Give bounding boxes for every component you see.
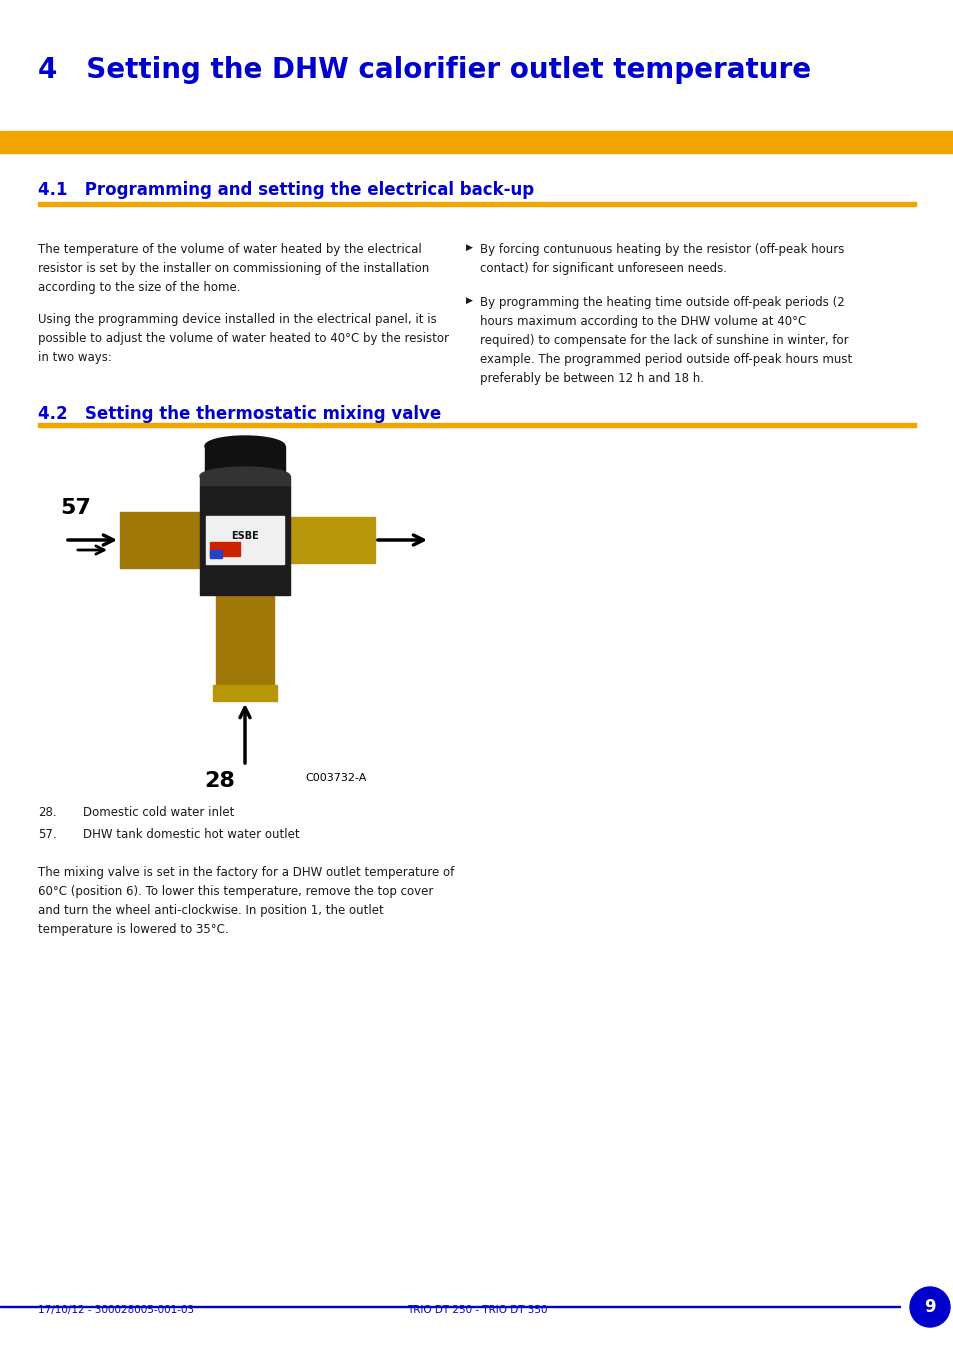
Text: ESBE: ESBE	[231, 531, 258, 540]
Bar	[213, 685, 276, 701]
Bar	[215, 594, 274, 685]
Text: 57.: 57.	[38, 828, 56, 842]
Text: The mixing valve is set in the factory for a DHW outlet temperature of
60°C (pos: The mixing valve is set in the factory f…	[38, 866, 454, 936]
Text: 28: 28	[204, 771, 234, 790]
Text: DHW tank domestic hot water outlet: DHW tank domestic hot water outlet	[83, 828, 299, 842]
Text: By forcing contunuous heating by the resistor (off-peak hours
contact) for signi: By forcing contunuous heating by the res…	[479, 243, 843, 276]
Text: Using the programming device installed in the electrical panel, it is
possible t: Using the programming device installed i…	[38, 313, 449, 363]
Text: ▶: ▶	[465, 243, 473, 253]
Bar	[210, 550, 222, 558]
Text: TRIO DT 250 - TRIO DT 350: TRIO DT 250 - TRIO DT 350	[406, 1305, 547, 1315]
Bar	[0, 1305, 899, 1306]
Text: 4   Setting the DHW calorifier outlet temperature: 4 Setting the DHW calorifier outlet temp…	[38, 55, 810, 84]
Circle shape	[909, 1288, 949, 1327]
Ellipse shape	[205, 436, 285, 457]
Text: 4.1   Programming and setting the electrical back-up: 4.1 Programming and setting the electric…	[38, 181, 534, 199]
Bar	[38, 423, 915, 427]
Bar	[200, 485, 290, 594]
Bar	[200, 476, 290, 485]
Text: By programming the heating time outside off-peak periods (2
hours maximum accord: By programming the heating time outside …	[479, 296, 851, 385]
Ellipse shape	[200, 467, 290, 485]
Bar	[0, 131, 953, 153]
Bar	[120, 512, 200, 567]
Text: Domestic cold water inlet: Domestic cold water inlet	[83, 807, 234, 819]
Bar	[210, 542, 240, 557]
Bar	[206, 516, 284, 563]
Bar	[290, 517, 375, 563]
Text: 4.2   Setting the thermostatic mixing valve: 4.2 Setting the thermostatic mixing valv…	[38, 405, 441, 423]
Text: C003732-A: C003732-A	[305, 773, 366, 784]
Text: 57: 57	[60, 499, 91, 517]
Bar	[205, 446, 285, 476]
Text: ▶: ▶	[465, 296, 473, 305]
Text: 28.: 28.	[38, 807, 56, 819]
Text: The temperature of the volume of water heated by the electrical
resistor is set : The temperature of the volume of water h…	[38, 243, 429, 295]
Bar	[38, 203, 915, 205]
Text: 17/10/12 - 300028005-001-03: 17/10/12 - 300028005-001-03	[38, 1305, 193, 1315]
Text: 9: 9	[923, 1298, 935, 1316]
